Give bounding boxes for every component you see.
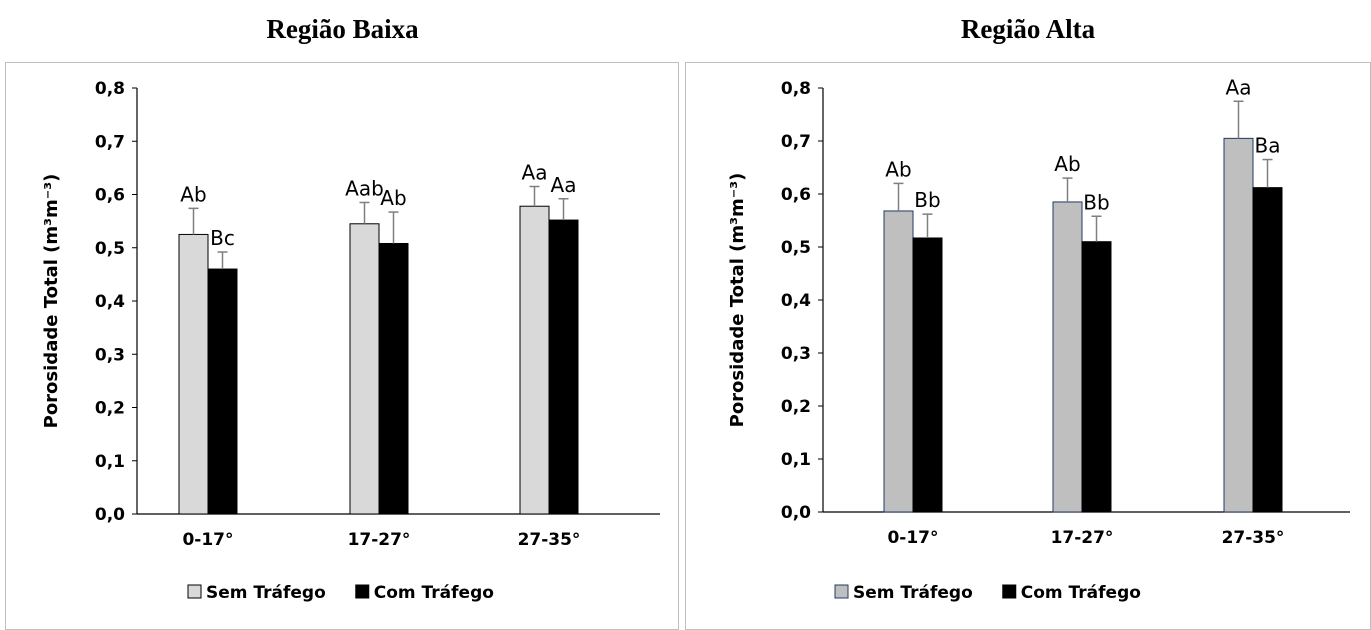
legend-label: Com Tráfego xyxy=(1021,583,1141,603)
bar xyxy=(548,219,579,515)
y-tick-label: 0,5 xyxy=(95,239,125,259)
data-label: Bb xyxy=(914,188,940,212)
x-tick-label: 27-35° xyxy=(1222,528,1285,548)
data-label: Ba xyxy=(1255,134,1281,158)
y-tick-label: 0,3 xyxy=(781,344,811,364)
bar xyxy=(349,223,380,515)
y-tick-label: 0,7 xyxy=(95,132,125,152)
y-tick-label: 0,7 xyxy=(781,132,811,152)
x-tick-label: 17-27° xyxy=(1051,528,1114,548)
y-tick-label: 0,3 xyxy=(95,345,125,365)
y-tick-label: 0,4 xyxy=(95,292,125,312)
y-tick-label: 0,6 xyxy=(95,186,125,206)
legend-swatch xyxy=(834,584,849,599)
x-tick-label: 0-17° xyxy=(182,530,233,550)
y-tick-label: 0,8 xyxy=(781,79,811,99)
legend-swatch xyxy=(187,584,202,599)
data-label: Aa xyxy=(522,161,548,185)
legend-swatch xyxy=(1002,584,1017,599)
chart-title: Região Baixa xyxy=(266,14,419,44)
data-label: Ab xyxy=(1054,152,1080,176)
chart-panel-regiao-alta: Região Alta 0,0 0,1 0,2 0,3 0,4 0,5 0,6 0,7 0,8 P… xyxy=(685,0,1371,630)
y-axis-label: Porosidade Total (m³m⁻³) xyxy=(41,174,62,429)
data-label: Aab xyxy=(345,176,384,200)
x-tick-label: 17-27° xyxy=(348,530,411,550)
legend-swatch xyxy=(355,584,370,599)
y-tick-label: 0,4 xyxy=(781,291,811,311)
y-tick-label: 0,2 xyxy=(781,397,811,417)
chart-title: Região Alta xyxy=(960,14,1096,44)
y-tick-label: 0,6 xyxy=(781,185,811,205)
legend-label: Sem Tráfego xyxy=(206,583,326,603)
bar xyxy=(1252,187,1283,513)
y-tick-label: 0,2 xyxy=(95,399,125,419)
legend-label: Sem Tráfego xyxy=(853,583,973,603)
bar xyxy=(1223,137,1254,513)
bar xyxy=(178,233,209,515)
bar xyxy=(207,268,238,515)
x-tick-label: 27-35° xyxy=(518,530,581,550)
chart-svg: 0,0 0,1 0,2 0,3 0,4 0,5 0,6 0,7 0,8 Porosidade To… xyxy=(727,75,1350,603)
chart-svg: 0,0 0,1 0,2 0,3 0,4 0,5 0,6 0,7 0,8 Porosidade To… xyxy=(41,79,660,603)
y-tick-label: 0,8 xyxy=(95,79,125,99)
data-label: Ab xyxy=(180,182,206,206)
data-label: Aa xyxy=(1226,75,1252,99)
bar xyxy=(912,237,943,513)
x-tick-label: 0-17° xyxy=(887,528,938,548)
data-label: Ab xyxy=(885,157,911,181)
bar xyxy=(378,242,409,515)
legend-label: Com Tráfego xyxy=(374,583,494,603)
bar xyxy=(1081,241,1112,513)
bar xyxy=(883,210,914,513)
chart-panel-regiao-baixa: Região Baixa 0,0 0,1 0,2 0,3 0,4 0,5 0,6 0,7 0,8… xyxy=(0,0,685,630)
y-tick-label: 0,0 xyxy=(781,503,811,523)
bar xyxy=(1052,201,1083,513)
y-tick-label: 0,0 xyxy=(95,505,125,525)
data-label: Aa xyxy=(551,173,577,197)
y-axis-label: Porosidade Total (m³m⁻³) xyxy=(727,173,748,428)
data-label: Bc xyxy=(210,226,235,250)
data-label: Ab xyxy=(380,186,406,210)
y-tick-label: 0,1 xyxy=(95,452,125,472)
bar xyxy=(519,205,550,515)
data-label: Bb xyxy=(1083,190,1109,214)
y-tick-label: 0,5 xyxy=(781,238,811,258)
y-tick-label: 0,1 xyxy=(781,450,811,470)
